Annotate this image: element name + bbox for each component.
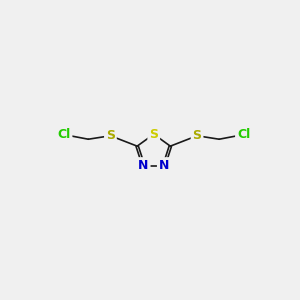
- Text: Cl: Cl: [57, 128, 70, 141]
- Text: N: N: [138, 159, 149, 172]
- Text: S: S: [106, 129, 115, 142]
- Text: S: S: [193, 129, 202, 142]
- Text: S: S: [149, 128, 158, 141]
- Text: Cl: Cl: [237, 128, 250, 141]
- Text: N: N: [159, 159, 169, 172]
